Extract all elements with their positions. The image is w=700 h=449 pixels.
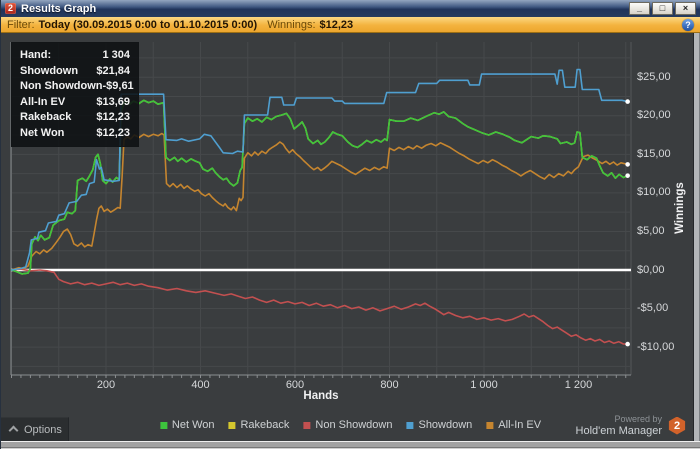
brand-name: Hold'em Manager [575, 425, 662, 437]
x-tick-600: 600 [285, 379, 305, 391]
y-axis-title: Winnings [665, 138, 695, 278]
y-tick-25: $25,00 [637, 70, 671, 83]
y-tick-0: $0,00 [637, 263, 665, 276]
series-end-dot-net-won [625, 173, 630, 178]
filter-bar: Filter: Today (30.09.2015 0:00 to 01.10.… [1, 17, 700, 33]
legend-item-non-showdown[interactable]: Non Showdown [303, 419, 392, 431]
stat-row-showdown: Showdown $21,84 [20, 64, 130, 80]
series-end-dot-non-showdown [625, 341, 630, 347]
stat-label: Net Won [20, 126, 65, 139]
stat-label: Hand: [20, 49, 52, 61]
stat-value: -$9,61 [102, 80, 134, 92]
title-bar[interactable]: 2 Results Graph _ □ × [1, 0, 700, 17]
series-non-showdown [10, 268, 629, 345]
stat-label: Rakeback [20, 111, 72, 123]
series-all-in-ev [10, 132, 629, 271]
legend-color-swatch [486, 421, 494, 429]
legend-label: All-In EV [498, 419, 542, 431]
legend-label: Non Showdown [315, 419, 393, 431]
y-tick-5: $5,00 [637, 224, 665, 237]
x-tick-1200: 1 200 [564, 379, 593, 391]
window-frame-bottom [1, 441, 700, 449]
x-tick-200: 200 [96, 379, 116, 391]
hm2-badge-icon: 2 [668, 416, 686, 435]
hm2-logo-icon: 2 [5, 3, 16, 14]
options-button[interactable]: Options [1, 417, 69, 441]
stats-panel: Hand: 1 304 Showdown $21,84 Non Showdown -$9,… [11, 42, 139, 147]
window-controls: _ □ × [629, 2, 700, 15]
stat-label: Non Showdown [20, 80, 103, 92]
stat-row-non-showdown: Non Showdown -$9,61 [20, 79, 134, 95]
legend-color-swatch [228, 421, 236, 429]
stat-row-net-won: Net Won $12,23 [20, 126, 130, 142]
y-tick-15: $15,00 [637, 147, 671, 160]
stat-value: $12,23 [96, 126, 130, 139]
maximize-button[interactable]: □ [652, 2, 673, 15]
legend-item-showdown[interactable]: Showdown [406, 419, 472, 431]
stat-value: 1 304 [102, 49, 130, 61]
stat-row-hand-: Hand: 1 304 [20, 48, 130, 64]
minimize-button[interactable]: _ [629, 2, 650, 15]
y-tick--10: -$10,00 [637, 340, 675, 353]
window-frame-right [693, 33, 700, 441]
stat-row-all-in-ev: All-In EV $13,69 [20, 95, 130, 111]
x-axis-title: Hands [303, 390, 339, 402]
winnings-value: $12,23 [319, 18, 354, 31]
stat-value: $21,84 [96, 64, 130, 77]
filter-label: Filter: [7, 18, 35, 31]
legend-item-net-won[interactable]: Net Won [159, 419, 215, 431]
series-end-dot-showdown [625, 99, 630, 104]
series-showdown [10, 68, 629, 271]
filter-value: Today (30.09.2015 0:00 to 01.10.2015 0:0… [38, 18, 258, 31]
stat-label: Showdown [20, 64, 79, 77]
x-tick-1000: 1 000 [470, 379, 498, 391]
legend-color-swatch [406, 421, 414, 429]
stat-row-rakeback: Rakeback $12,23 [20, 110, 130, 126]
y-tick--5: -$5,00 [637, 302, 669, 315]
y-tick-20: $20,00 [637, 109, 671, 122]
stat-label: All-In EV [20, 95, 66, 108]
legend-item-rakeback[interactable]: Rakeback [228, 419, 289, 431]
winnings-label: Winnings: [267, 18, 316, 31]
window-title: Results Graph [21, 2, 97, 15]
series-net-won [10, 99, 629, 275]
x-tick-800: 800 [380, 379, 399, 391]
legend-color-swatch [303, 421, 311, 429]
results-graph-plot[interactable] [1, 33, 700, 416]
powered-by: Powered by Hold'em Manager 2 [576, 414, 686, 437]
x-tick-400: 400 [191, 379, 210, 391]
options-label: Options [24, 423, 62, 436]
powered-by-label: Powered by [614, 414, 662, 424]
series-end-dot-all-in-ev [625, 162, 630, 167]
legend-label: Rakeback [240, 419, 290, 431]
y-axis-title-text: Winnings [674, 182, 687, 234]
chart-legend: Net Won Rakeback Non Showdown Showdown All-I… [159, 419, 541, 431]
legend-item-all-in-ev[interactable]: All-In EV [486, 419, 541, 431]
chevron-up-icon [8, 425, 19, 436]
legend-label: Showdown [418, 419, 473, 431]
close-button[interactable]: × [675, 2, 696, 15]
help-icon[interactable]: ? [682, 18, 694, 31]
legend-color-swatch [159, 421, 167, 429]
y-tick-10: $10,00 [637, 186, 671, 199]
stat-value: $13,69 [96, 95, 130, 108]
stat-value: $12,23 [96, 111, 130, 123]
legend-label: Net Won [171, 419, 215, 431]
